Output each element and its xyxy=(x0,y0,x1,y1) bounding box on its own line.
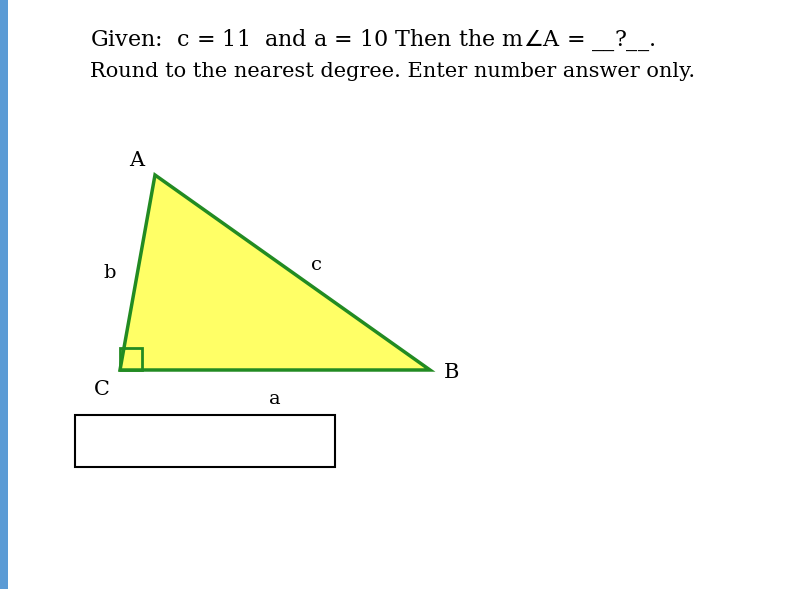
Text: B: B xyxy=(444,362,459,382)
Text: Given:  c = 11  and a = 10 Then the m$\angle$A = __?__.: Given: c = 11 and a = 10 Then the m$\ang… xyxy=(90,28,655,53)
Text: C: C xyxy=(94,380,110,399)
Text: A: A xyxy=(130,151,145,170)
Bar xyxy=(75,415,335,467)
Text: b: b xyxy=(103,263,115,282)
Text: c: c xyxy=(310,256,322,273)
Polygon shape xyxy=(120,175,430,370)
Text: Round to the nearest degree. Enter number answer only.: Round to the nearest degree. Enter numbe… xyxy=(90,62,695,81)
Bar xyxy=(0,0,8,589)
Text: a: a xyxy=(269,390,281,408)
